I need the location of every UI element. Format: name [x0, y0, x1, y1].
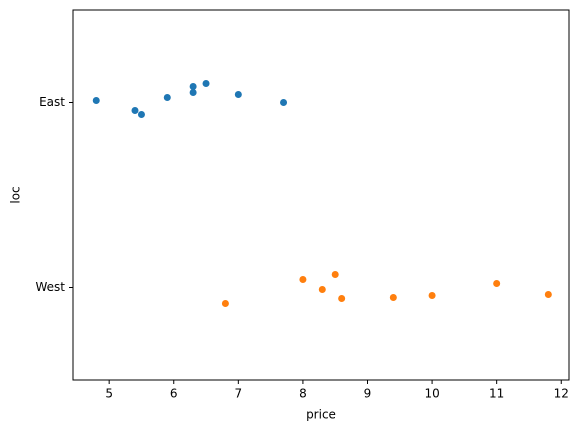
x-tick-label: 12: [554, 387, 569, 401]
point: [389, 294, 397, 301]
point: [299, 276, 307, 283]
point: [280, 99, 288, 106]
point: [428, 292, 436, 299]
x-tick-label: 8: [299, 387, 307, 401]
point: [544, 291, 552, 298]
y-tick-label: West: [35, 280, 65, 294]
x-tick-label: 9: [364, 387, 372, 401]
x-tick-label: 6: [170, 387, 178, 401]
point: [92, 97, 100, 104]
y-axis-label: loc: [9, 186, 23, 203]
point: [493, 280, 501, 287]
point: [189, 89, 197, 96]
x-tick-label: 5: [105, 387, 113, 401]
x-tick-label: 10: [424, 387, 439, 401]
x-tick-label: 11: [489, 387, 504, 401]
point: [131, 107, 139, 114]
x-tick-label: 7: [235, 387, 243, 401]
x-axis-label: price: [306, 408, 336, 422]
point: [234, 91, 242, 98]
point: [221, 300, 229, 307]
y-tick-label: East: [39, 95, 65, 109]
point: [338, 295, 346, 302]
point: [163, 94, 171, 101]
plot-frame: [72, 9, 570, 381]
point: [331, 271, 339, 278]
point: [318, 286, 326, 293]
point: [202, 80, 210, 87]
point: [189, 83, 197, 90]
point: [137, 111, 145, 118]
